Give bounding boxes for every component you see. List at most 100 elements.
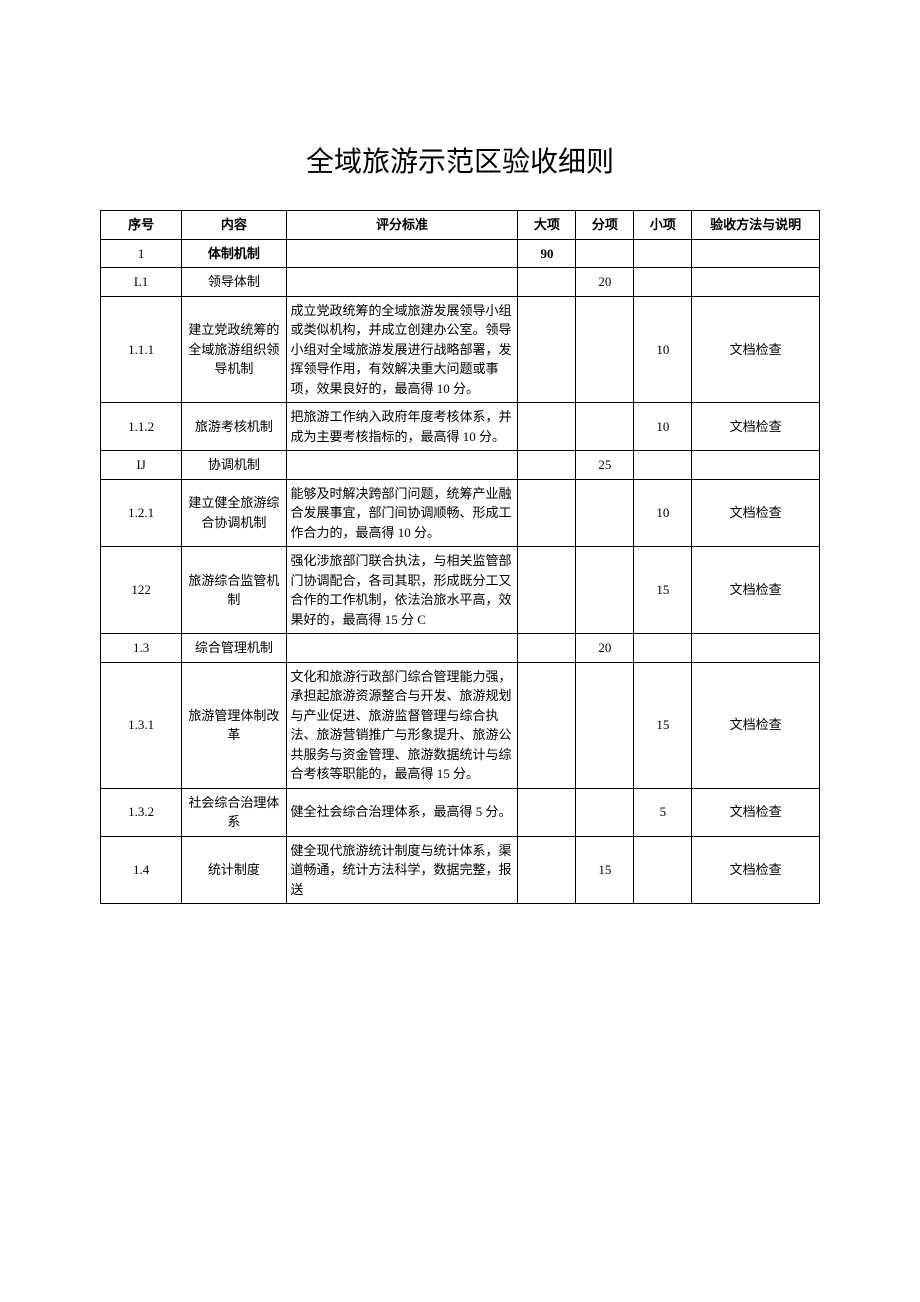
cell-std: 健全现代旅游统计制度与统计体系，渠道畅通，统计方法科学，数据完整，报送 [286,836,518,904]
cell-sub [576,296,634,403]
table-row: 1.3.1旅游管理体制改革文化和旅游行政部门综合管理能力强，承担起旅游资源整合与… [101,662,820,788]
cell-item: 15 [634,547,692,634]
cell-seq: 1.4 [101,836,182,904]
table-row: 1体制机制 90 [101,239,820,268]
cell-major [518,547,576,634]
document-page: 全域旅游示范区验收细则 序号 内容 评分标准 大项 分项 小项 验收方法与说明 … [0,0,920,944]
cell-major [518,479,576,547]
cell-seq: L1 [101,268,182,297]
cell-content: 统计制度 [182,836,286,904]
cell-item: 10 [634,479,692,547]
cell-major [518,451,576,480]
cell-content: 社会综合治理体系 [182,788,286,836]
table-row: 1.1.2旅游考核机制把旅游工作纳入政府年度考核体系，并成为主要考核指标的，最高… [101,403,820,451]
criteria-table: 序号 内容 评分标准 大项 分项 小项 验收方法与说明 1体制机制90L1领导体… [100,210,820,904]
table-row: 122旅游综合监管机制强化涉旅部门联合执法，与相关监管部门协调配合，各司其职，形… [101,547,820,634]
cell-std: 能够及时解决跨部门问题，统筹产业融合发展事宜，部门间协调顺畅、形成工作合力的，最… [286,479,518,547]
cell-method: 文档检查 [692,479,820,547]
table-body: 1体制机制90L1领导体制201.1.1建立党政统筹的全域旅游组织领导机制成立党… [101,239,820,904]
cell-std: 健全社会综合治理体系，最高得 5 分。 [286,788,518,836]
cell-method: 文档检查 [692,547,820,634]
cell-content: 协调机制 [182,451,286,480]
cell-sub: 20 [576,268,634,297]
table-header: 序号 内容 评分标准 大项 分项 小项 验收方法与说明 [101,211,820,240]
cell-seq: 1.1.2 [101,403,182,451]
cell-item [634,634,692,663]
col-sub: 分项 [576,211,634,240]
cell-method: 文档检查 [692,662,820,788]
table-row: 1.3.2社会综合治理体系健全社会综合治理体系，最高得 5 分。 5文档检查 [101,788,820,836]
cell-item [634,239,692,268]
cell-item: 10 [634,403,692,451]
cell-major [518,662,576,788]
cell-sub [576,403,634,451]
cell-major: 90 [518,239,576,268]
cell-major [518,296,576,403]
cell-item [634,451,692,480]
cell-sub: 15 [576,836,634,904]
cell-method: 文档检查 [692,836,820,904]
col-method: 验收方法与说明 [692,211,820,240]
cell-seq: 1.3 [101,634,182,663]
cell-method [692,451,820,480]
cell-std: 成立党政统筹的全域旅游发展领导小组或类似机构，并成立创建办公室。领导小组对全域旅… [286,296,518,403]
cell-seq: 1.2.1 [101,479,182,547]
cell-seq: 122 [101,547,182,634]
cell-seq: 1.3.1 [101,662,182,788]
cell-std: 强化涉旅部门联合执法，与相关监管部门协调配合，各司其职，形成既分工又合作的工作机… [286,547,518,634]
cell-method: 文档检查 [692,403,820,451]
page-title: 全域旅游示范区验收细则 [100,140,820,180]
cell-content: 体制机制 [182,239,286,268]
cell-sub [576,788,634,836]
table-row: 1.2.1建立健全旅游综合协调机制能够及时解决跨部门问题，统筹产业融合发展事宜，… [101,479,820,547]
cell-method [692,634,820,663]
cell-item [634,836,692,904]
cell-std [286,268,518,297]
cell-major [518,788,576,836]
cell-std [286,451,518,480]
cell-content: 旅游综合监管机制 [182,547,286,634]
cell-item [634,268,692,297]
cell-content: 旅游管理体制改革 [182,662,286,788]
cell-content: 建立党政统筹的全域旅游组织领导机制 [182,296,286,403]
col-major: 大项 [518,211,576,240]
cell-content: 建立健全旅游综合协调机制 [182,479,286,547]
table-row: IJ协调机制 25 [101,451,820,480]
col-item: 小项 [634,211,692,240]
cell-item: 15 [634,662,692,788]
cell-sub [576,239,634,268]
cell-method [692,268,820,297]
cell-sub: 25 [576,451,634,480]
col-seq: 序号 [101,211,182,240]
cell-std [286,634,518,663]
cell-content: 综合管理机制 [182,634,286,663]
table-row: 1.1.1建立党政统筹的全域旅游组织领导机制成立党政统筹的全域旅游发展领导小组或… [101,296,820,403]
cell-content: 旅游考核机制 [182,403,286,451]
cell-content: 领导体制 [182,268,286,297]
cell-seq: IJ [101,451,182,480]
table-row: 1.3综合管理机制 20 [101,634,820,663]
cell-major [518,836,576,904]
cell-seq: 1.1.1 [101,296,182,403]
cell-item: 10 [634,296,692,403]
cell-std: 文化和旅游行政部门综合管理能力强，承担起旅游资源整合与开发、旅游规划与产业促进、… [286,662,518,788]
cell-sub [576,479,634,547]
cell-seq: 1 [101,239,182,268]
cell-sub [576,547,634,634]
col-content: 内容 [182,211,286,240]
cell-item: 5 [634,788,692,836]
cell-seq: 1.3.2 [101,788,182,836]
cell-sub [576,662,634,788]
cell-major [518,634,576,663]
cell-method [692,239,820,268]
cell-major [518,403,576,451]
cell-std: 把旅游工作纳入政府年度考核体系，并成为主要考核指标的，最高得 10 分。 [286,403,518,451]
cell-method: 文档检查 [692,788,820,836]
table-row: 1.4统计制度健全现代旅游统计制度与统计体系，渠道畅通，统计方法科学，数据完整，… [101,836,820,904]
cell-major [518,268,576,297]
cell-method: 文档检查 [692,296,820,403]
cell-std [286,239,518,268]
cell-sub: 20 [576,634,634,663]
table-row: L1领导体制 20 [101,268,820,297]
col-std: 评分标准 [286,211,518,240]
